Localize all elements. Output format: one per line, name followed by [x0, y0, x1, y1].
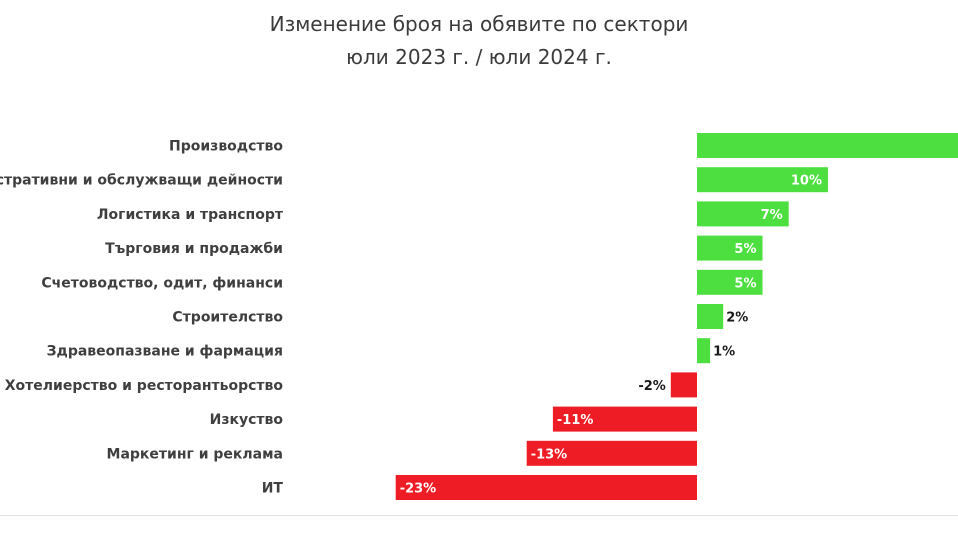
value-label-6: 2% [726, 311, 748, 326]
bar-6 [697, 304, 724, 329]
category-label-4: Търговия и продажби [105, 241, 283, 257]
category-label-1: Производство [169, 139, 283, 155]
category-label-8: Хотелиерство и ресторантьорство [5, 378, 284, 394]
value-label-4: 5% [734, 242, 756, 257]
category-label-5: Счетоводство, одит, финанси [41, 275, 283, 291]
bar-3 [697, 201, 789, 227]
category-label-3: Логистика и транспорт [97, 207, 284, 223]
bar-2 [697, 167, 828, 193]
bar-1 [697, 133, 958, 158]
category-label-9: Изкуство [210, 412, 284, 428]
bar-9 [552, 406, 697, 432]
value-label-3: 7% [761, 208, 783, 223]
bar-5 [697, 269, 763, 295]
value-label-8: -2% [638, 379, 665, 394]
category-label-7: Здравеопазване и фармация [47, 344, 283, 360]
value-label-11: -23% [400, 482, 437, 497]
bottom-divider [0, 515, 958, 516]
value-label-7: 1% [713, 345, 735, 360]
bar-8 [670, 372, 697, 398]
value-label-9: -11% [557, 413, 594, 428]
chart-title-block: Изменение броя на обявите по сектори юли… [0, 8, 958, 74]
bar-10 [526, 440, 697, 466]
value-label-5: 5% [734, 276, 756, 291]
category-label-11: ИТ [262, 481, 284, 497]
value-label-10: -13% [531, 447, 568, 462]
value-label-2: 10% [791, 174, 822, 189]
category-label-2: Административни и обслужващи дейности [0, 173, 283, 189]
bar-7 [697, 338, 711, 364]
bar-11 [395, 475, 697, 500]
chart-title: Изменение броя на обявите по сектори [269, 12, 689, 36]
bar-4 [697, 235, 763, 261]
category-label-10: Маркетинг и реклама [107, 446, 283, 462]
chart-subtitle: юли 2023 г. / юли 2024 г. [346, 45, 612, 69]
category-label-6: Строителство [172, 310, 283, 326]
